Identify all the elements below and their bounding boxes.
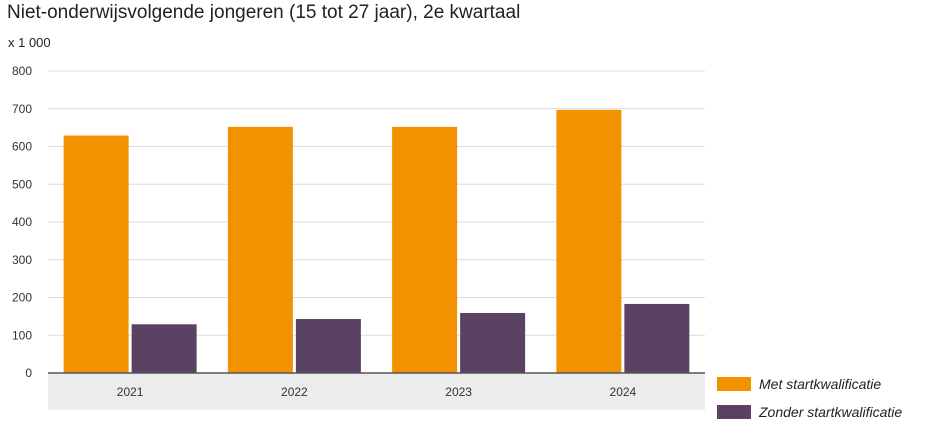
y-tick-label: 200 xyxy=(12,291,32,305)
x-tick-label: 2021 xyxy=(117,385,144,399)
y-tick-label: 0 xyxy=(25,366,32,380)
legend-label-met: Met startkwalificatie xyxy=(759,376,882,392)
y-tick-label: 600 xyxy=(12,140,32,154)
bar-met-2022[interactable] xyxy=(227,126,293,374)
bar-met-2023[interactable] xyxy=(392,126,458,374)
legend-swatch-met xyxy=(717,377,751,391)
y-tick-label: 800 xyxy=(12,64,32,78)
x-tick-label: 2024 xyxy=(610,385,637,399)
bar-met-2021[interactable] xyxy=(63,135,129,373)
y-tick-label: 400 xyxy=(12,215,32,229)
bar-zonder-2022[interactable] xyxy=(295,319,361,373)
legend-swatch-zonder xyxy=(717,405,751,419)
bar-met-2024[interactable] xyxy=(556,109,622,373)
legend-item-met[interactable]: Met startkwalificatie xyxy=(717,370,902,398)
bar-zonder-2024[interactable] xyxy=(624,303,690,373)
bar-zonder-2021[interactable] xyxy=(131,324,197,373)
x-tick-labels: 2021 2022 2023 2024 xyxy=(117,385,637,399)
x-axis-band xyxy=(48,373,705,410)
chart-title: Niet-onderwijsvolgende jongeren (15 tot … xyxy=(7,2,521,23)
y-unit-label: x 1 000 xyxy=(8,35,51,50)
bar-zonder-2023[interactable] xyxy=(460,312,526,373)
legend: Met startkwalificatie Zonder startkwalif… xyxy=(717,370,902,426)
legend-item-zonder[interactable]: Zonder startkwalificatie xyxy=(717,398,902,426)
y-tick-label: 500 xyxy=(12,177,32,191)
legend-label-zonder: Zonder startkwalificatie xyxy=(759,404,903,420)
y-tick-label: 100 xyxy=(12,328,32,342)
y-tick-label: 700 xyxy=(12,102,32,116)
x-tick-label: 2023 xyxy=(445,385,472,399)
x-tick-label: 2022 xyxy=(281,385,308,399)
y-tick-labels: 0 100 200 300 400 500 600 700 800 xyxy=(12,64,32,380)
bars xyxy=(63,109,690,374)
y-tick-label: 300 xyxy=(12,253,32,267)
